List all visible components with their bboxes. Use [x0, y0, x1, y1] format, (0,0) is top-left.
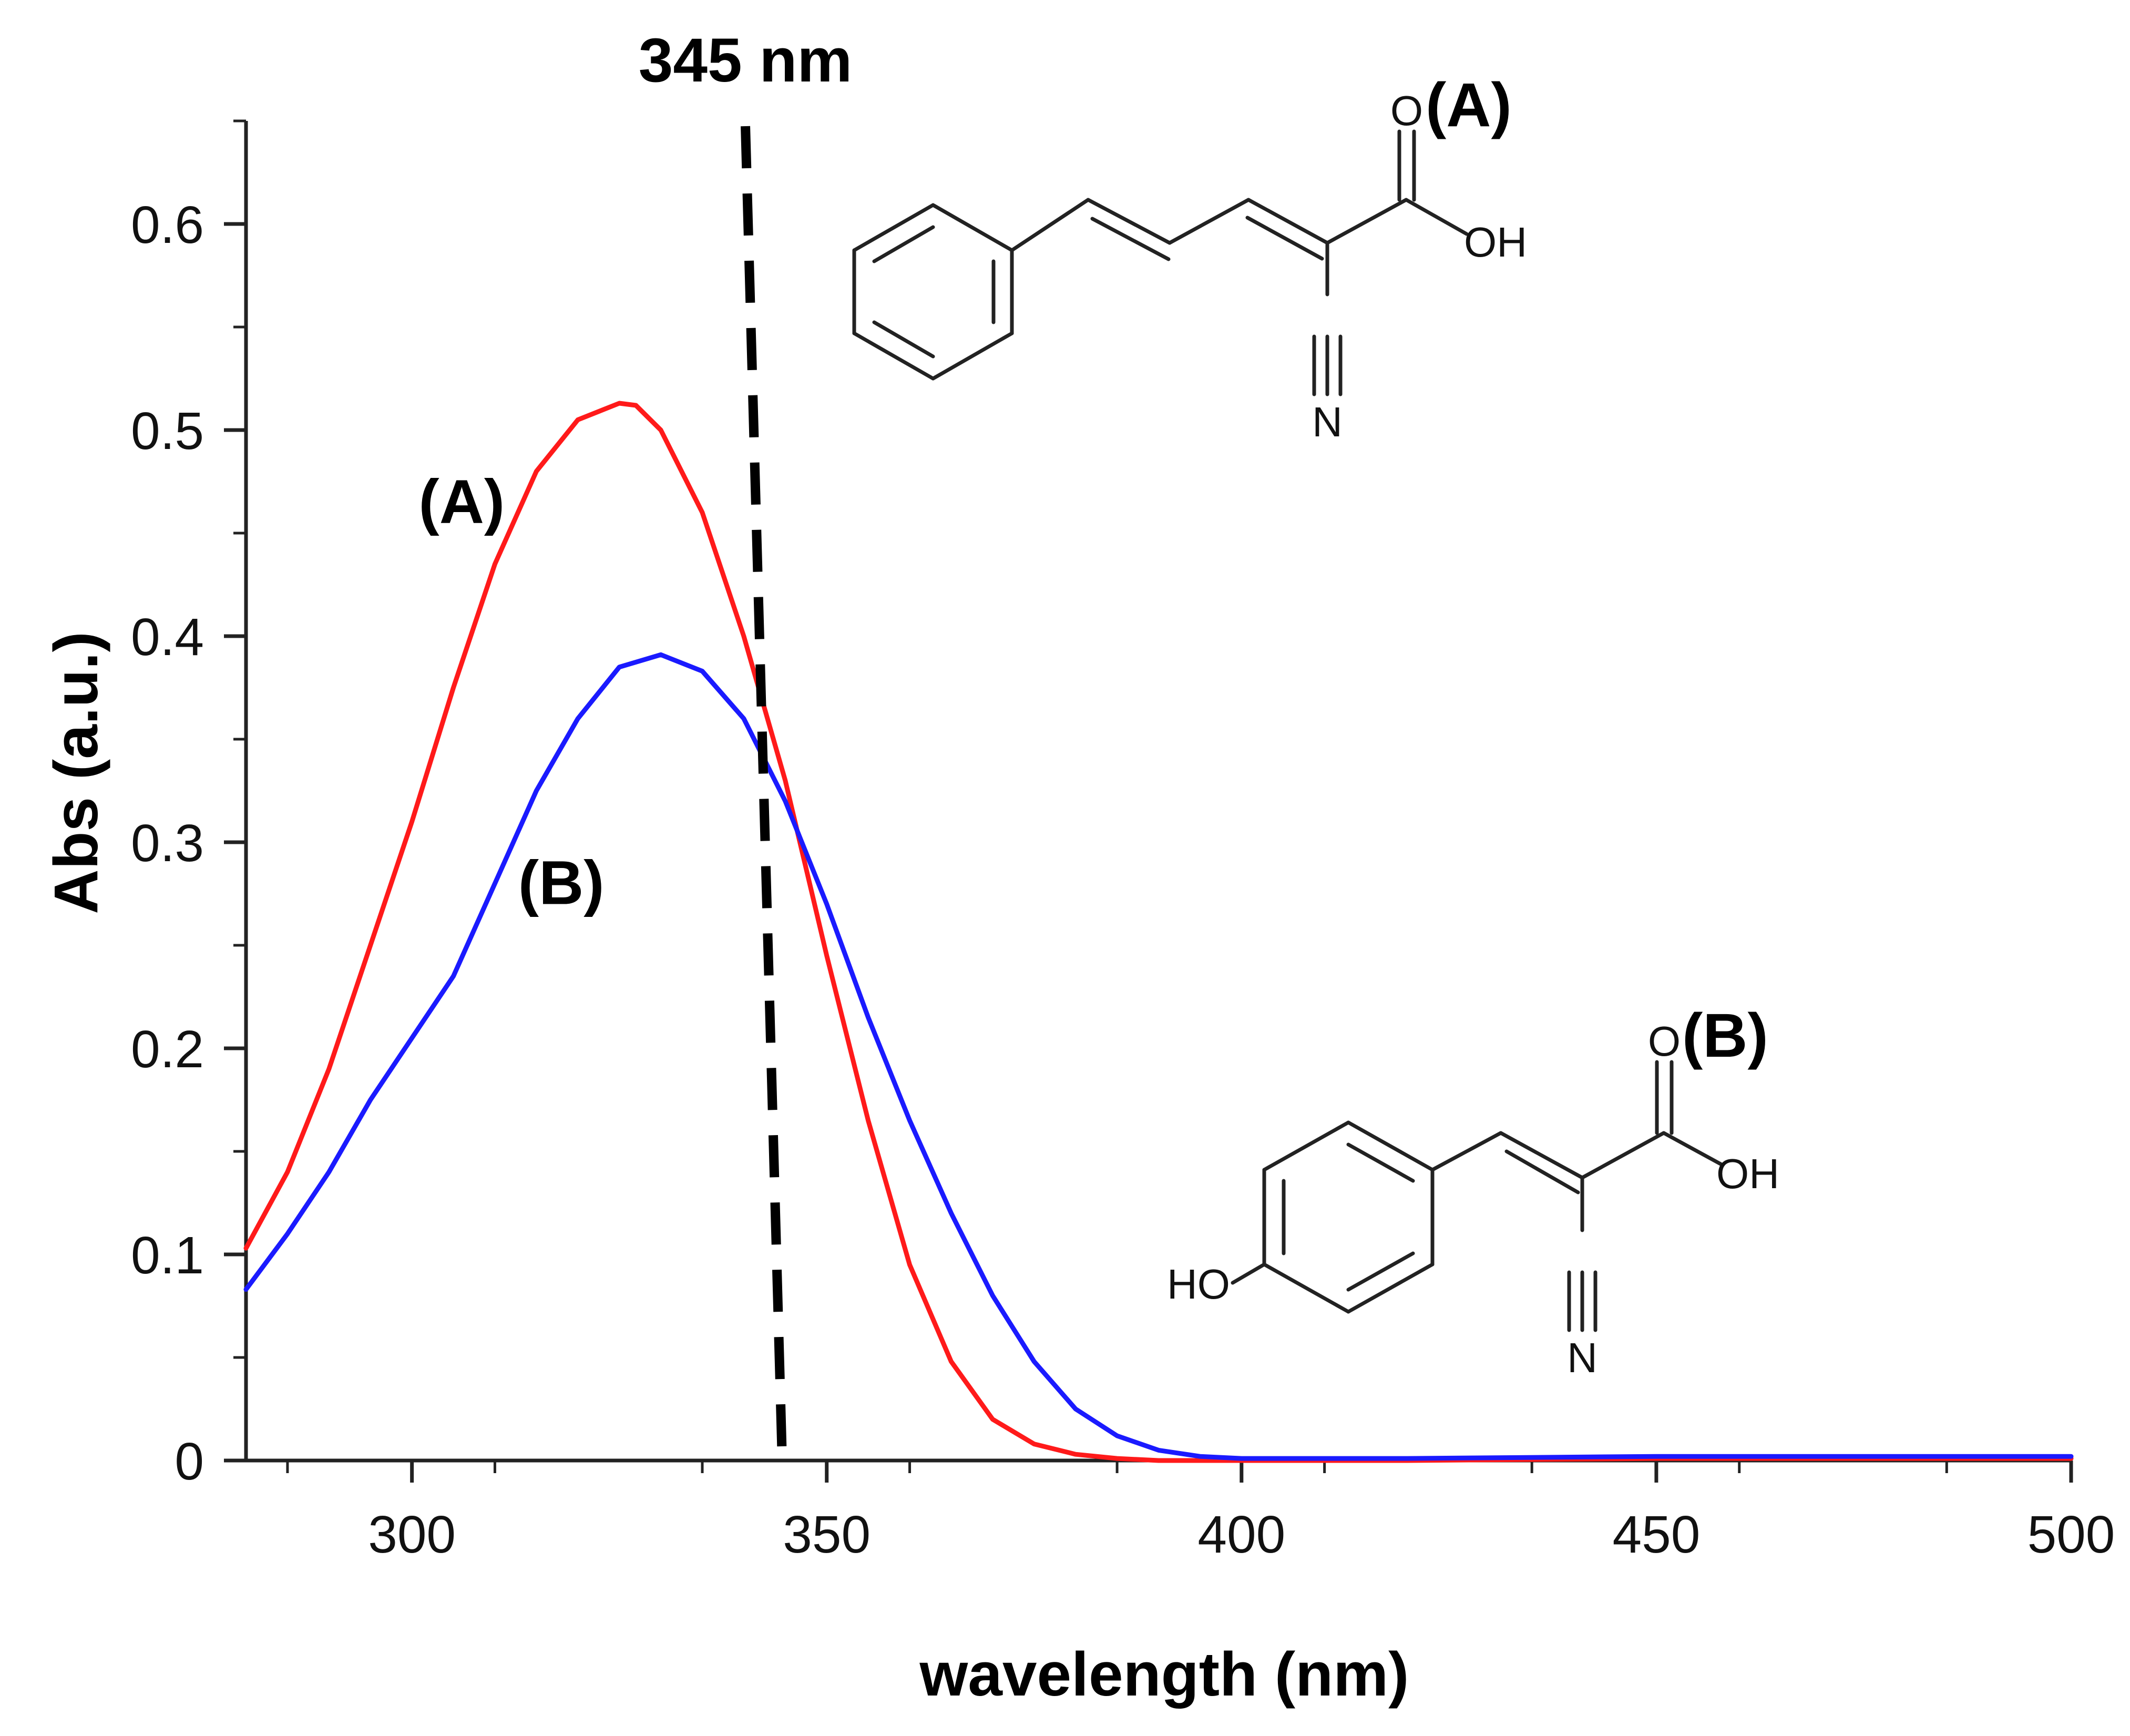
- x-tick-label: 300: [368, 1505, 456, 1564]
- structure-b: O OH N HO (B): [1167, 1001, 1779, 1381]
- structure-b-bonds: [1231, 1060, 1724, 1332]
- axes: [244, 121, 2071, 1463]
- wavelength-marker-label: 345 nm: [639, 26, 853, 95]
- structure-b-para-hydroxyl: HO: [1167, 1261, 1230, 1308]
- structure-b-label: (B): [1682, 1001, 1768, 1070]
- x-tick-label: 500: [2027, 1505, 2115, 1564]
- structure-a-bonds: [852, 129, 1469, 396]
- x-tick-label: 350: [783, 1505, 871, 1564]
- series-a-label: (A): [418, 467, 505, 536]
- y-axis-title: Abs (a.u.): [42, 631, 111, 914]
- x-tick-label: 450: [1612, 1505, 1700, 1564]
- wavelength-marker-line: [741, 126, 787, 1461]
- series-group: [243, 401, 2074, 1463]
- plot-area: 300 350 400 450 500 0 0.1 0.2 0.3 0.4 0.5 0.6 345 n…: [131, 26, 2115, 1564]
- structure-a-label: (A): [1426, 70, 1512, 140]
- y-tick-label: 0.2: [131, 1020, 204, 1079]
- x-axis-title: wavelength (nm): [919, 1640, 1409, 1709]
- structure-b-nitrogen: N: [1567, 1334, 1598, 1381]
- structure-a-nitrogen: N: [1312, 399, 1343, 445]
- y-tick-label: 0.3: [131, 814, 204, 873]
- y-tick-label: 0.1: [131, 1226, 204, 1285]
- x-tick-label: 400: [1197, 1505, 1285, 1564]
- y-tick-label: 0.5: [131, 402, 204, 461]
- y-tick-label: 0.6: [131, 196, 204, 254]
- ticks: 300 350 400 450 500 0 0.1 0.2 0.3 0.4 0.5 0.6: [131, 119, 2115, 1564]
- series-line-b: [243, 652, 2074, 1461]
- structure-a: O OH N (A): [852, 70, 1527, 445]
- series-line-a: [243, 401, 2074, 1463]
- structure-a-hydroxyl: OH: [1464, 219, 1527, 265]
- structure-b-oxygen: O: [1648, 1018, 1681, 1065]
- y-tick-label: 0: [175, 1432, 204, 1491]
- structure-a-oxygen: O: [1390, 87, 1423, 134]
- series-b-label: (B): [518, 849, 605, 918]
- y-tick-label: 0.4: [131, 608, 204, 667]
- structure-b-hydroxyl: OH: [1716, 1150, 1779, 1197]
- annotations: 345 nm (A) (B): [418, 26, 852, 1461]
